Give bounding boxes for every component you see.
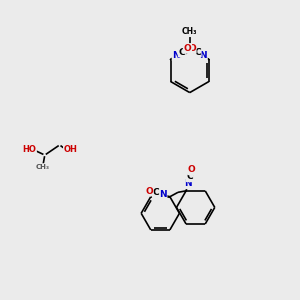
Text: O: O — [188, 166, 196, 175]
Text: O: O — [188, 44, 196, 53]
Text: OH: OH — [64, 146, 78, 154]
Text: O: O — [184, 44, 191, 53]
Text: CH₃: CH₃ — [36, 164, 50, 170]
Text: HO: HO — [22, 146, 36, 154]
Text: N: N — [200, 51, 207, 60]
Text: CH₃: CH₃ — [182, 27, 197, 36]
Text: N: N — [184, 179, 192, 188]
Text: C: C — [153, 188, 159, 197]
Text: N: N — [159, 190, 167, 199]
Text: C: C — [194, 48, 201, 57]
Text: C: C — [187, 172, 193, 182]
Text: O: O — [145, 187, 153, 196]
Text: N: N — [172, 51, 180, 60]
Text: C: C — [178, 48, 185, 57]
